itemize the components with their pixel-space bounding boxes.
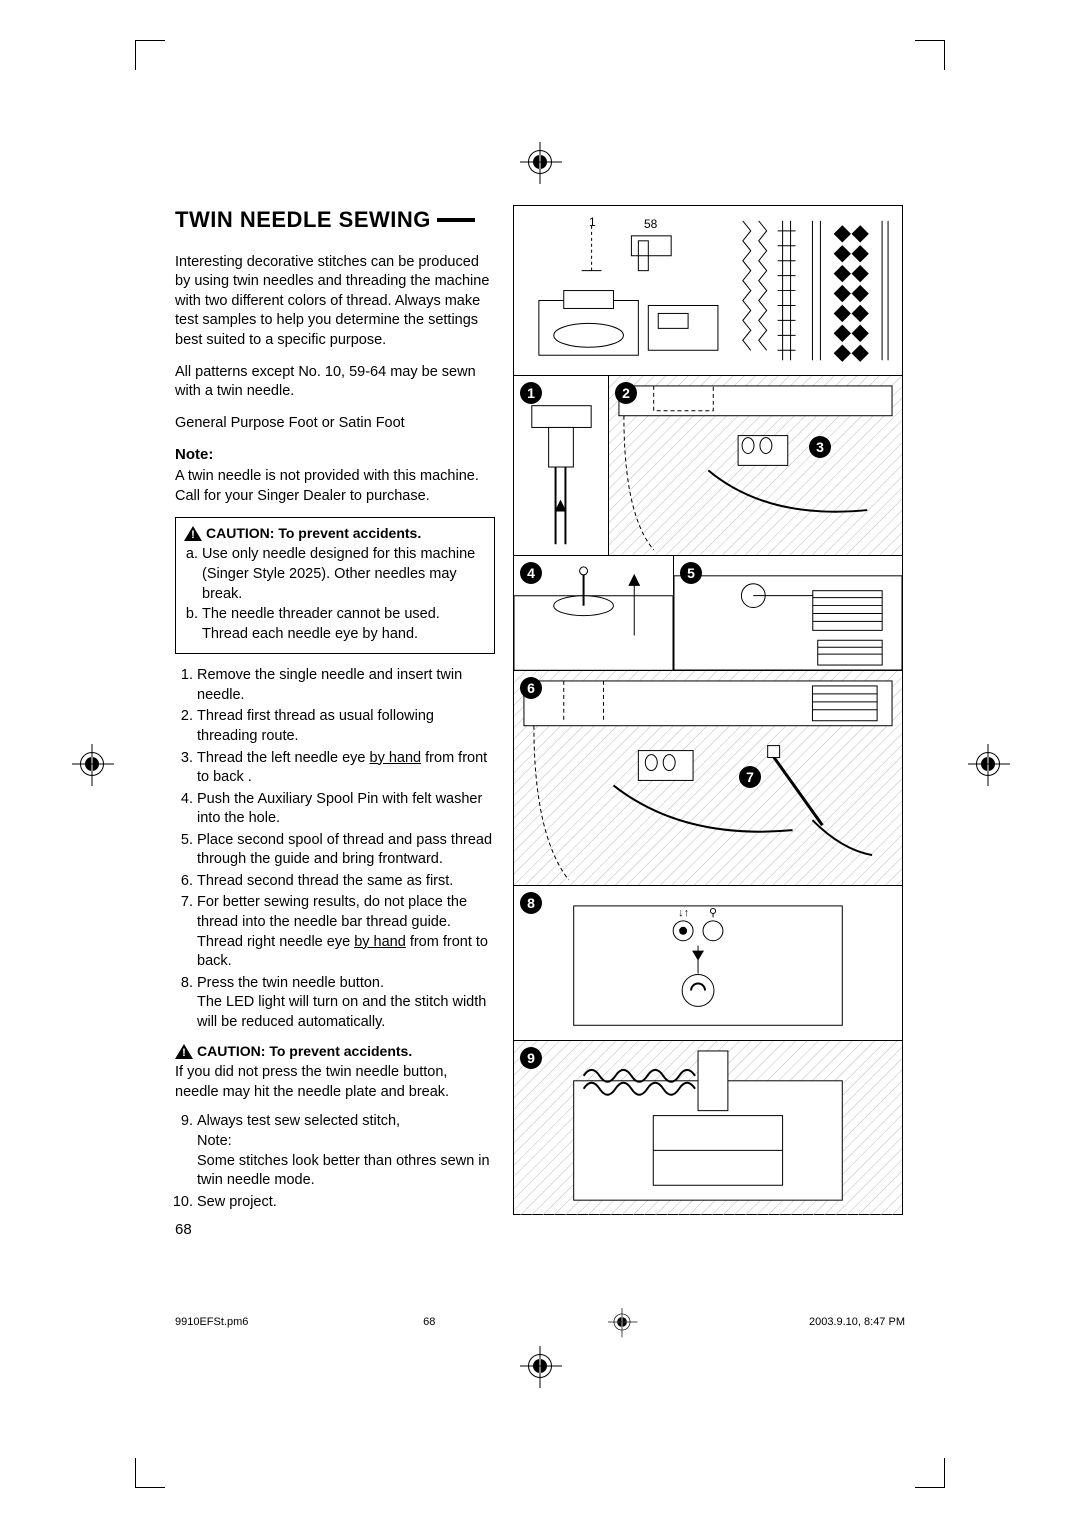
badge-8: 8 [520, 892, 542, 914]
footer-regmark [614, 1314, 631, 1331]
registration-mark-top [528, 150, 552, 174]
registration-mark-bottom [528, 1354, 552, 1378]
steps-list-2: Always test sew selected stitch, Note: S… [175, 1112, 495, 1212]
intro-p2: All patterns except No. 10, 59-64 may be… [175, 363, 495, 402]
diagram-8: ↓↑ ⚲ [514, 886, 902, 1040]
badge-1: 1 [520, 382, 542, 404]
caution2-head-text: CAUTION: To prevent accidents. [197, 1042, 412, 1061]
badge-3: 3 [809, 436, 831, 458]
diagram-6-7 [514, 671, 902, 885]
figure-column: 1 5 8 [513, 205, 903, 1215]
registration-mark-right [976, 752, 1000, 776]
page-number: 68 [175, 1220, 192, 1240]
figure-6-7: 6 7 [514, 671, 902, 886]
step-3: Thread the left needle eye by hand from … [197, 749, 495, 788]
caution1-b: The needle threader cannot be used. Thre… [202, 605, 486, 644]
title-text: TWIN NEEDLE SEWING [175, 205, 431, 235]
crop-mark-br [915, 1458, 945, 1488]
figure-9: 9 [514, 1041, 902, 1214]
step-9: Always test sew selected stitch, Note: S… [197, 1112, 495, 1190]
step-2: Thread first thread as usual following t… [197, 707, 495, 746]
footer-datetime: 2003.9.10, 8:47 PM [809, 1315, 905, 1330]
badge-4: 4 [520, 562, 542, 584]
page-content: TWIN NEEDLE SEWING Interesting decorativ… [175, 205, 905, 1215]
badge-2: 2 [615, 382, 637, 404]
intro-p3: General Purpose Foot or Satin Foot [175, 414, 495, 434]
note-body: A twin needle is not provided with this … [175, 467, 495, 506]
title-rule [437, 218, 475, 222]
diagram-2-3 [609, 376, 902, 555]
step-8: Press the twin needle button.The LED lig… [197, 974, 495, 1033]
diagram-9 [514, 1041, 902, 1215]
steps-list: Remove the single needle and insert twin… [175, 666, 495, 1032]
caution2-body: If you did not press the twin needle but… [175, 1063, 495, 1102]
caution1-head: CAUTION: To prevent accidents. [184, 524, 486, 543]
footer: 9910EFSt.pm6 68 2003.9.10, 8:47 PM [175, 1310, 905, 1334]
step-10: Sew project. [197, 1193, 495, 1213]
crop-mark-bl [135, 1458, 165, 1488]
footer-file: 9910EFSt.pm6 [175, 1315, 248, 1330]
page-title: TWIN NEEDLE SEWING [175, 205, 495, 235]
diagram-5 [674, 556, 902, 670]
caution1-a: Use only needle designed for this machin… [202, 545, 486, 604]
svg-text:↓↑: ↓↑ [678, 907, 689, 919]
badge-5: 5 [680, 562, 702, 584]
step-5: Place second spool of thread and pass th… [197, 831, 495, 870]
figure-header: 1 58 [514, 206, 902, 376]
figure-1-2-3: 1 2 3 [514, 376, 902, 556]
crop-mark-tl [135, 40, 165, 70]
registration-mark-left [80, 752, 104, 776]
step-7: For better sewing results, do not place … [197, 893, 495, 971]
figure-8: 8 ↓↑ ⚲ [514, 886, 902, 1041]
warning-icon [175, 1044, 193, 1059]
caution-box-1: CAUTION: To prevent accidents. Use only … [175, 517, 495, 655]
warning-icon [184, 526, 202, 541]
badge-6: 6 [520, 677, 542, 699]
footer-page: 68 [423, 1315, 435, 1330]
step-4: Push the Auxiliary Spool Pin with felt w… [197, 790, 495, 829]
caution-block-2: CAUTION: To prevent accidents. If you di… [175, 1042, 495, 1102]
crop-mark-tr [915, 40, 945, 70]
step-6: Thread second thread the same as first. [197, 872, 495, 892]
text-column: TWIN NEEDLE SEWING Interesting decorativ… [175, 205, 495, 1215]
figure-4-5: 4 5 [514, 556, 902, 671]
svg-text:⚲: ⚲ [709, 907, 717, 919]
badge-9: 9 [520, 1047, 542, 1069]
badge-7: 7 [739, 766, 761, 788]
step-1: Remove the single needle and insert twin… [197, 666, 495, 705]
caution1-head-text: CAUTION: To prevent accidents. [206, 524, 421, 543]
header-diagram [514, 206, 902, 375]
caution2-head: CAUTION: To prevent accidents. [175, 1042, 495, 1061]
note-head: Note: [175, 445, 495, 465]
intro-p1: Interesting decorative stitches can be p… [175, 253, 495, 351]
